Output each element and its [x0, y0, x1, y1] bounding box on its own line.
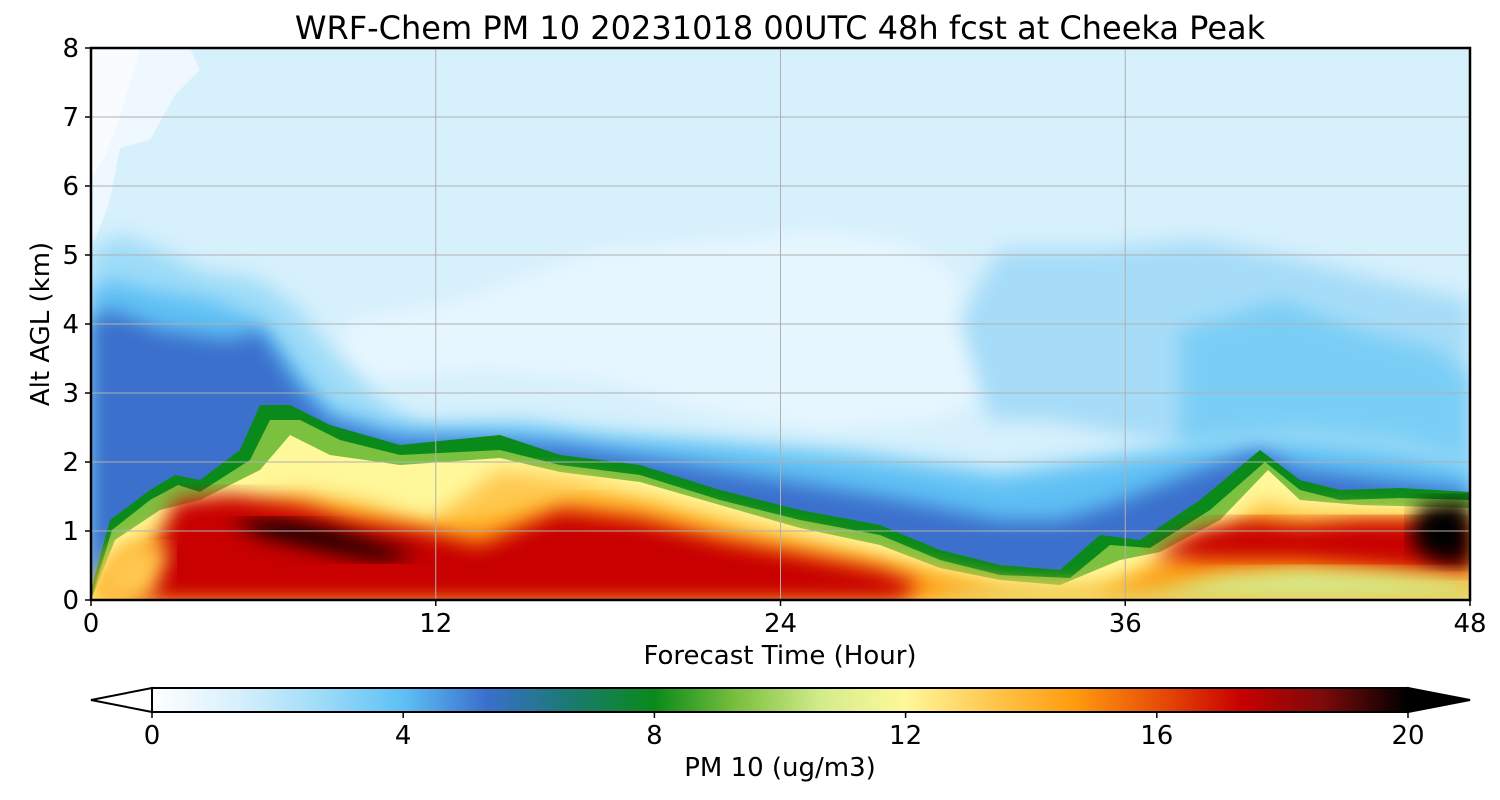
y-tick-label: 4 — [62, 310, 79, 340]
y-axis-ticks: 0 1 2 3 4 5 6 7 8 — [62, 34, 91, 616]
x-tick-label: 36 — [1109, 609, 1142, 639]
colorbar-body — [152, 688, 1408, 712]
x-axis-ticks: 0 12 24 36 48 — [83, 600, 1487, 639]
near-surface-orange-left — [100, 545, 170, 600]
colorbar-tick-label: 12 — [889, 721, 922, 751]
colorbar-tick-label: 0 — [144, 721, 161, 751]
colorbar-tick-label: 20 — [1391, 721, 1424, 751]
y-tick-label: 2 — [62, 448, 79, 478]
red-core-left — [130, 495, 920, 600]
colorbar-label: PM 10 (ug/m3) — [684, 753, 876, 783]
colorbar: 0 4 8 12 16 20 PM 10 (ug/m3) — [90, 686, 1471, 783]
y-tick-label: 6 — [62, 172, 79, 202]
colorbar-tick-label: 4 — [395, 721, 412, 751]
y-tick-label: 1 — [62, 517, 79, 547]
x-tick-label: 12 — [419, 609, 452, 639]
y-tick-label: 7 — [62, 103, 79, 133]
max-core-right — [1410, 500, 1470, 565]
x-axis-label: Forecast Time (Hour) — [643, 641, 916, 671]
x-tick-label: 0 — [83, 609, 100, 639]
y-tick-label: 0 — [62, 586, 79, 616]
chart-title: WRF-Chem PM 10 20231018 00UTC 48h fcst a… — [295, 9, 1266, 47]
near-surface-light-green-right — [940, 568, 1470, 600]
colorbar-ticks: 0 4 8 12 16 20 — [144, 712, 1425, 751]
y-axis-label: Alt AGL (km) — [26, 242, 56, 406]
y-tick-label: 3 — [62, 379, 79, 409]
red-core-right — [1150, 520, 1470, 575]
y-tick-label: 8 — [62, 34, 79, 64]
x-tick-label: 48 — [1453, 609, 1486, 639]
colorbar-min-extension — [90, 686, 153, 714]
max-core-left — [230, 520, 420, 560]
mid-level-clean-region — [345, 230, 990, 430]
colorbar-max-extension — [1407, 686, 1471, 714]
y-tick-label: 5 — [62, 241, 79, 271]
colorbar-tick-label: 8 — [646, 721, 663, 751]
colorbar-frame — [151, 687, 1409, 713]
upper-cleanest-air-region — [91, 48, 140, 180]
colorbar-tick-label: 16 — [1140, 721, 1173, 751]
x-tick-label: 24 — [764, 609, 797, 639]
